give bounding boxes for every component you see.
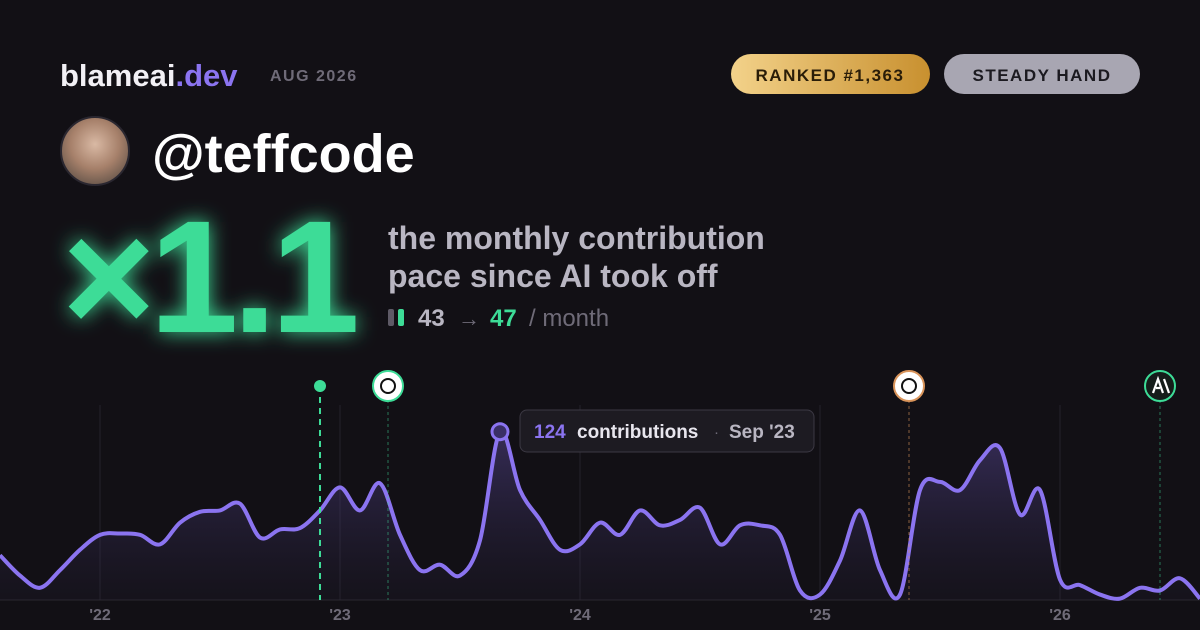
area (0, 430, 1200, 600)
tooltip: 124 contributions · Sep '23 (519, 409, 815, 453)
event-icon (372, 370, 404, 402)
tooltip-unit: contributions (577, 422, 698, 443)
x-tick-label: '26 (1049, 607, 1071, 624)
unit: / month (529, 305, 609, 332)
date: AUG 2026 (270, 68, 358, 85)
line (0, 429, 1200, 601)
x-tick-label: '23 (329, 607, 351, 624)
avatar (60, 116, 130, 186)
event-icon-glyph (901, 378, 917, 394)
tagline: the monthly contribution (388, 220, 765, 256)
highlight-point (490, 422, 510, 442)
arrow: → (458, 306, 480, 331)
multiplier: ×1.1 (62, 187, 356, 366)
event-icon-glyph (380, 378, 396, 394)
event-icon-glyph (1151, 375, 1171, 394)
brand: blameai.dev (60, 58, 238, 93)
x-tick-label: '24 (569, 607, 591, 624)
tooltip-box (519, 409, 815, 453)
tooltip-value: 124 (534, 422, 566, 443)
after-value: 47 (490, 305, 517, 332)
style-badge (944, 54, 1140, 94)
rank-badge (731, 54, 930, 94)
tagline: pace since AI took off (388, 258, 718, 294)
chart: '22 '23 '24 '25 '26 (0, 405, 1200, 624)
rank-badge-text: RANKED #1,363 (756, 66, 905, 85)
handle: @teffcode (152, 124, 415, 184)
tooltip-separator: · (714, 424, 719, 441)
x-tick-label: '22 (89, 607, 111, 624)
brand-tld: .dev (175, 58, 238, 93)
event-dot (314, 380, 326, 392)
brand-name: blameai (60, 58, 175, 93)
before-icon (388, 309, 394, 326)
before-value: 43 (418, 305, 445, 332)
x-tick-label: '25 (809, 607, 831, 624)
event-icon (893, 370, 925, 402)
after-icon (398, 309, 404, 326)
style-badge-text: STEADY HAND (973, 66, 1112, 85)
tooltip-date: Sep '23 (729, 422, 795, 443)
